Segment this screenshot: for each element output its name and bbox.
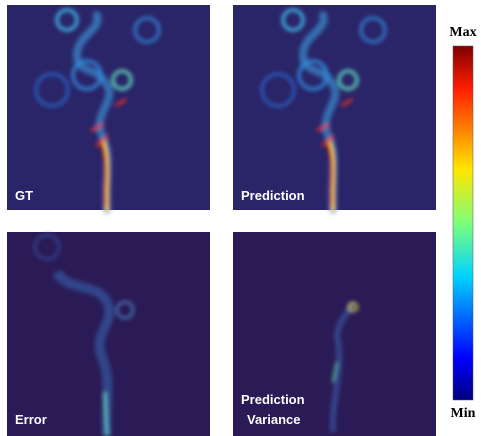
colorbar-gradient bbox=[453, 46, 473, 400]
panel-label: Prediction bbox=[241, 188, 305, 203]
gt-panel: GT bbox=[7, 5, 210, 210]
panel-label: Error bbox=[15, 412, 47, 427]
panel-label: GT bbox=[15, 188, 33, 203]
colorbar: Max Min bbox=[449, 25, 476, 421]
error-panel: Error bbox=[7, 232, 210, 436]
variance-panel: Prediction Variance bbox=[233, 232, 436, 436]
panel-label: Variance bbox=[247, 412, 301, 427]
colorbar-max: Max bbox=[449, 25, 476, 40]
figure: GT Prediction Error Prediction Variance … bbox=[0, 0, 481, 436]
colorbar-min: Min bbox=[451, 406, 476, 421]
prediction-panel: Prediction bbox=[233, 5, 436, 210]
panel-label: Prediction bbox=[241, 392, 305, 407]
